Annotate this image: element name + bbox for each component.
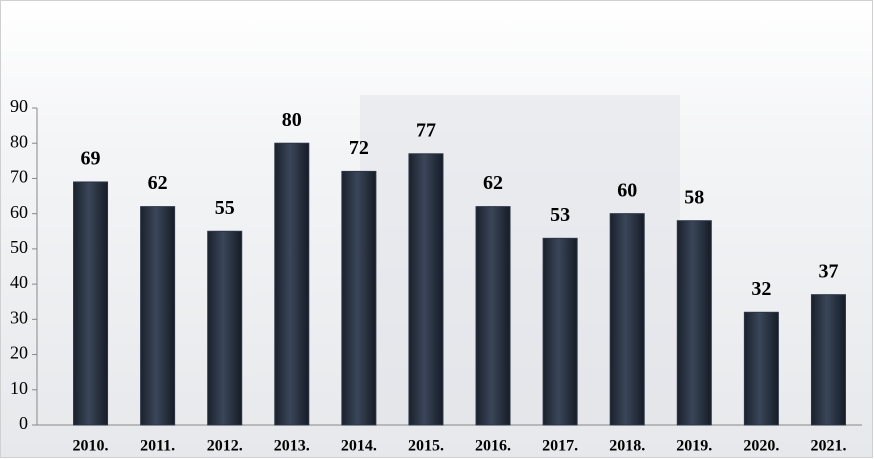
x-tick-label: 2021. [810, 438, 846, 455]
y-tick-label: 80 [10, 131, 28, 151]
y-tick-label: 70 [10, 167, 28, 187]
x-tick-label: 2017. [542, 438, 578, 455]
value-label: 72 [349, 137, 369, 159]
x-tick-label: 2018. [609, 438, 645, 455]
value-label: 55 [215, 197, 235, 219]
value-label: 53 [550, 204, 570, 226]
y-tick-label: 40 [10, 272, 28, 292]
x-tick-label: 2016. [475, 438, 511, 455]
y-tick-label: 20 [10, 343, 28, 363]
x-tick-label: 2019. [676, 438, 712, 455]
value-label: 37 [818, 260, 838, 282]
bar [475, 206, 511, 426]
value-label: 32 [751, 278, 771, 300]
bar [542, 237, 578, 426]
y-tick-label: 30 [10, 307, 28, 327]
x-tick-label: 2020. [743, 438, 779, 455]
bar [408, 153, 444, 426]
value-label: 58 [684, 186, 704, 208]
x-tick-label: 2010. [73, 438, 109, 455]
bar [207, 230, 243, 426]
x-tick-label: 2011. [140, 438, 175, 455]
x-tick-label: 2013. [274, 438, 310, 455]
bar [810, 294, 846, 426]
x-tick-label: 2012. [207, 438, 243, 455]
value-label: 62 [483, 172, 503, 194]
y-tick-label: 10 [10, 378, 28, 398]
value-label: 80 [282, 109, 302, 131]
bar [73, 181, 109, 426]
bar [140, 206, 176, 426]
bar [676, 220, 712, 426]
y-tick-label: 0 [19, 413, 28, 433]
x-tick-label: 2015. [408, 438, 444, 455]
y-tick-label: 50 [10, 237, 28, 257]
y-tick-label: 60 [10, 202, 28, 222]
value-label: 77 [416, 119, 436, 141]
x-tick-label: 2014. [341, 438, 377, 455]
value-label: 62 [148, 172, 168, 194]
value-label: 60 [617, 179, 637, 201]
value-label: 69 [81, 148, 101, 170]
bar [743, 311, 779, 426]
y-tick-label: 90 [10, 96, 28, 116]
bar [609, 213, 645, 426]
bar [274, 142, 310, 426]
bar [341, 170, 377, 426]
